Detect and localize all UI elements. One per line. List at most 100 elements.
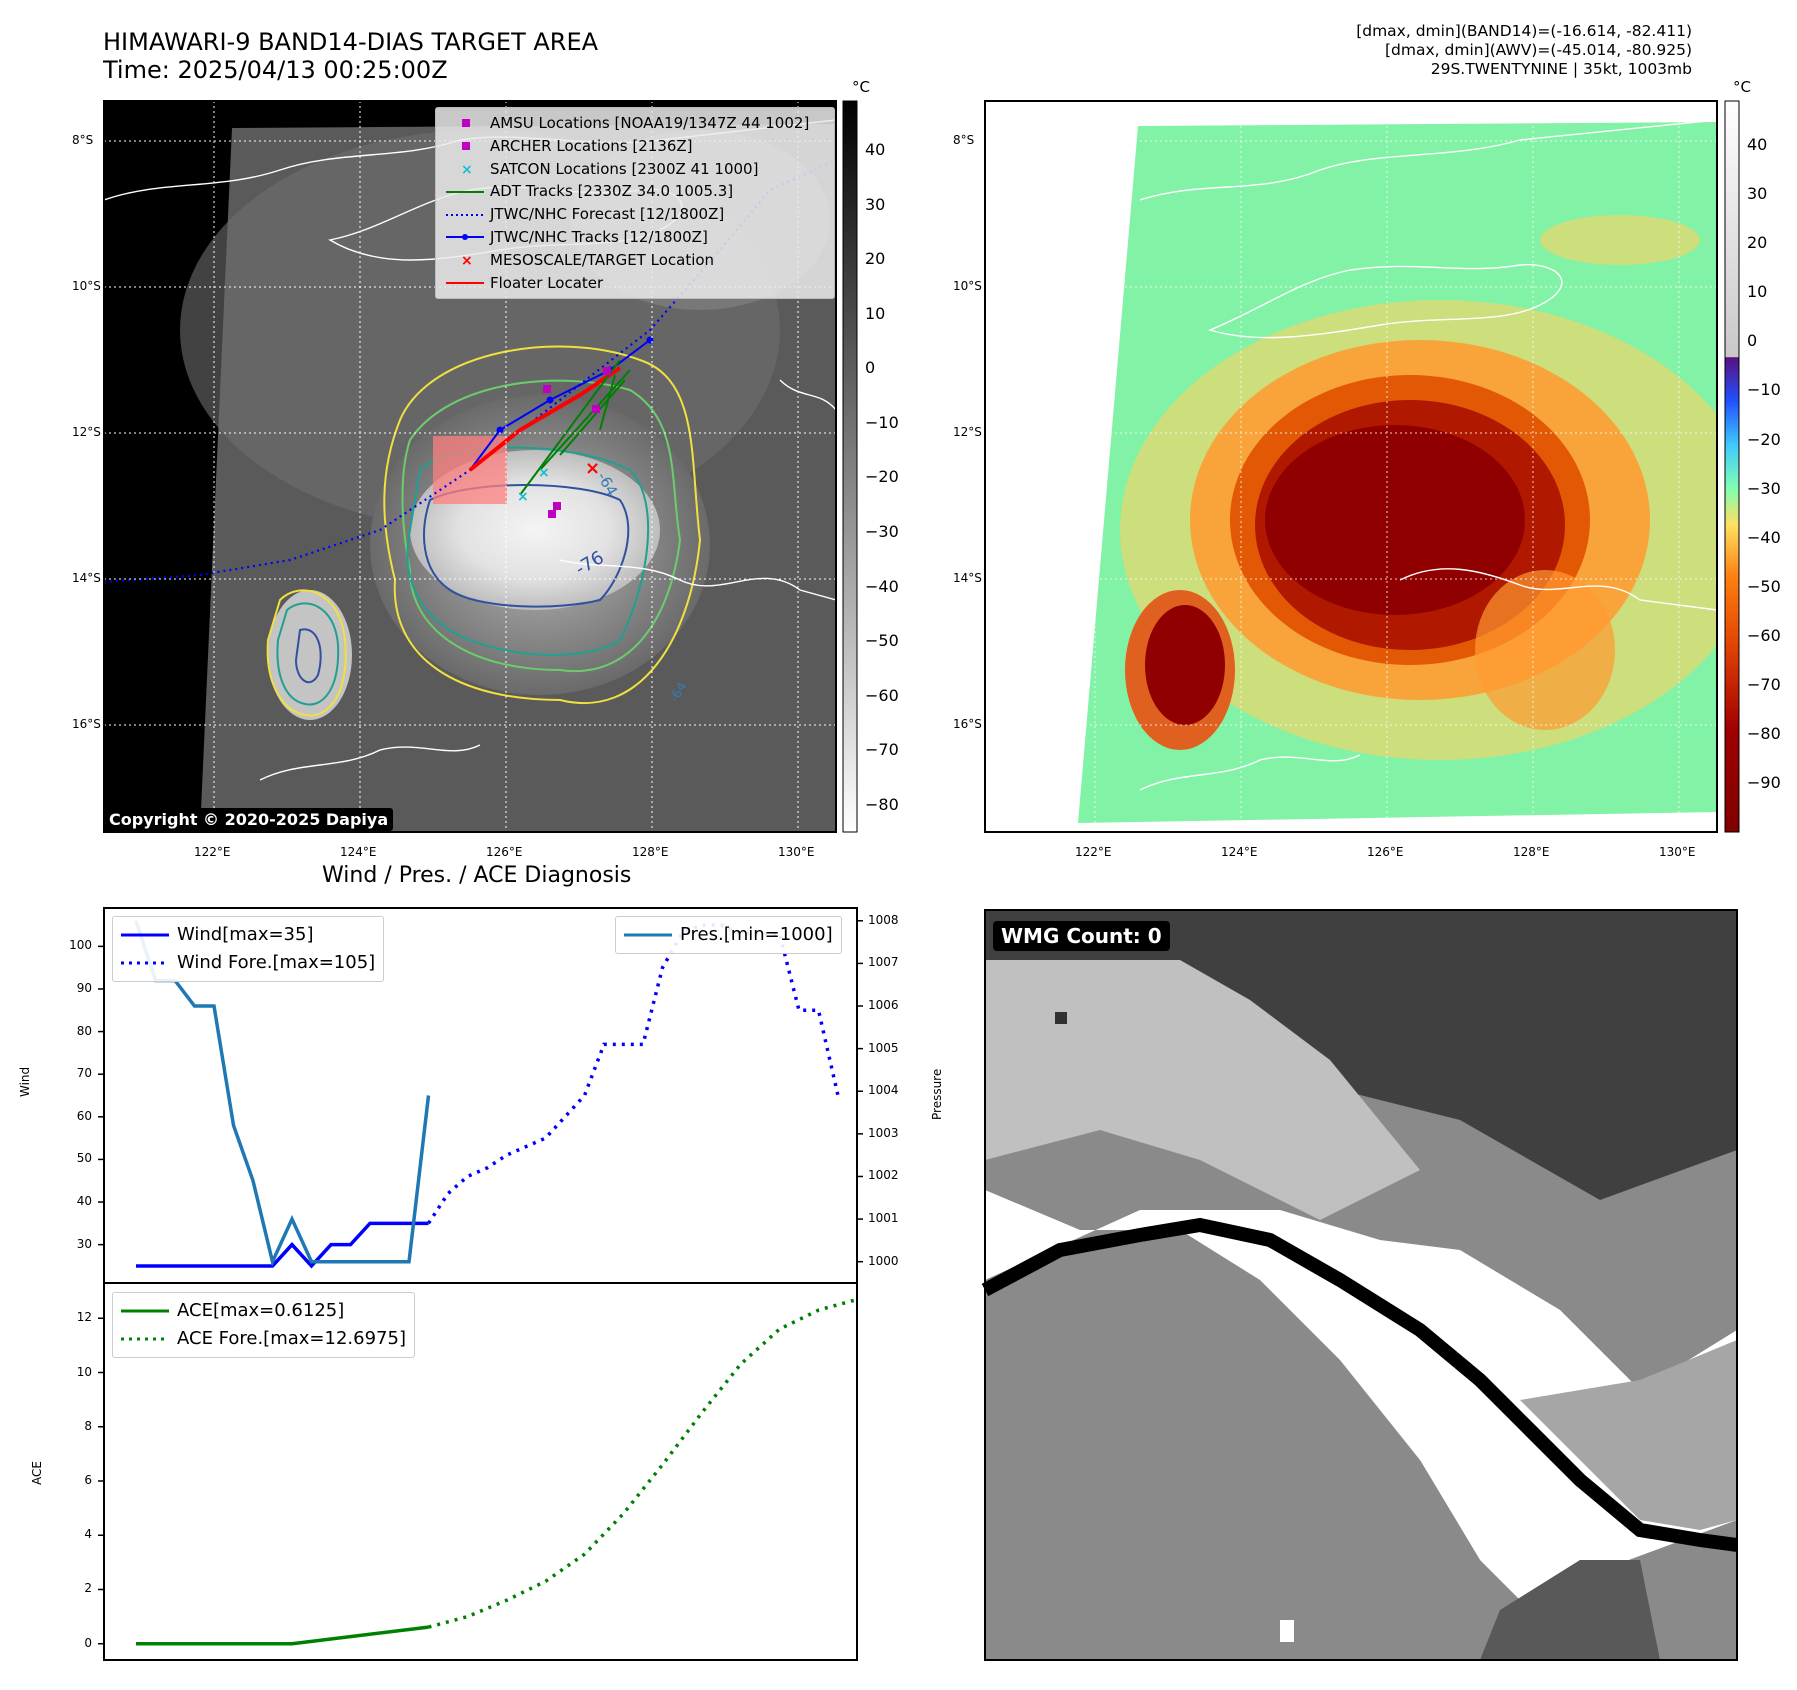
lon-label: 126°E xyxy=(486,845,523,859)
contour-label-64: -64 xyxy=(593,468,622,500)
colorbar-tick: −40 xyxy=(865,576,899,596)
ace-line xyxy=(136,1625,429,1646)
colorbar-tick: 40 xyxy=(865,140,886,160)
wind-legend-label: Wind[max=35] xyxy=(177,924,314,945)
colorbar-tick: −70 xyxy=(865,740,899,760)
ace-tick-label: 4 xyxy=(84,1527,92,1542)
colorbar-tick: −10 xyxy=(1747,380,1781,400)
pressure-tick-label: 1002 xyxy=(868,1168,899,1183)
pressure-tick-label: 1003 xyxy=(868,1125,899,1140)
wind-ylabel: Wind xyxy=(18,1066,32,1097)
lat-label: 8°S xyxy=(72,133,94,147)
colorbar-tick: −30 xyxy=(865,521,899,541)
cyclone-cloud-mass xyxy=(370,395,710,695)
map1-legend: AMSU Locations [NOAA19/1347Z 44 1002] ARC… xyxy=(435,107,835,300)
coastline-2 xyxy=(1139,119,1717,201)
legend-row: Floater Locater xyxy=(444,272,826,295)
colorbar-tick: 10 xyxy=(865,303,886,323)
colorbar-tick: 10 xyxy=(1747,282,1768,302)
legend-label: JTWC/NHC Forecast [12/1800Z] xyxy=(490,205,725,224)
pressure-tick-label: 1001 xyxy=(868,1211,899,1226)
ace-tick-label: 6 xyxy=(84,1472,92,1487)
wind-fore-legend-label: Wind Fore.[max=105] xyxy=(177,952,376,973)
colorbar-tick: −50 xyxy=(1747,576,1781,596)
figure-time: Time: 2025/04/13 00:25:00Z xyxy=(103,56,448,84)
pres-legend-label: Pres.[min=1000] xyxy=(680,924,833,945)
legend-symbol-icon xyxy=(444,276,490,290)
colorbar-tick: −80 xyxy=(865,794,899,814)
wind-tick-label: 80 xyxy=(76,1023,92,1038)
colorbar-tick: 30 xyxy=(1747,184,1768,204)
wind-tick-label: 90 xyxy=(76,980,92,995)
colorbar-tick: 40 xyxy=(1747,135,1768,155)
lon-label: 130°E xyxy=(778,845,815,859)
legend-row: × SATCON Locations [2300Z 41 1000] xyxy=(444,158,826,181)
cold-cloud-top xyxy=(410,450,660,610)
ace-fore-legend-label: ACE Fore.[max=12.6975] xyxy=(177,1328,406,1349)
ace-tick-label: 8 xyxy=(84,1418,92,1433)
colorbar-tick: −80 xyxy=(1747,723,1781,743)
pressure-tick-label: 1007 xyxy=(868,955,899,970)
pressure-ylabel: Pressure xyxy=(930,1068,944,1120)
pressure-tick-label: 1005 xyxy=(868,1040,899,1055)
colorbar-tick: −60 xyxy=(865,685,899,705)
copyright-badge: Copyright © 2020-2025 Dapiya xyxy=(104,808,394,831)
awv-range: [dmax, dmin](AWV)=(-45.014, -80.925) xyxy=(1385,41,1692,59)
jtwc-track xyxy=(469,339,651,471)
legend-label: Floater Locater xyxy=(490,273,604,292)
legend-label: ADT Tracks [2330Z 34.0 1005.3] xyxy=(490,182,734,201)
lon-label: 122°E xyxy=(1075,845,1112,859)
lat-label: 16°S xyxy=(953,717,982,731)
colorbar-tick: −60 xyxy=(1747,625,1781,645)
band14-range: [dmax, dmin](BAND14)=(-16.614, -82.411) xyxy=(1356,22,1692,40)
colorbar-ir xyxy=(842,100,858,833)
lat-label: 14°S xyxy=(953,571,982,585)
legend-symbol-icon: × xyxy=(444,162,490,176)
lat-label: 10°S xyxy=(953,279,982,293)
colorbar-tick: −10 xyxy=(865,412,899,432)
colorbar-tick: −70 xyxy=(1747,674,1781,694)
ace-legend-label: ACE[max=0.6125] xyxy=(177,1300,345,1321)
ace-tick-label: 12 xyxy=(76,1310,92,1325)
pres-legend: Pres.[min=1000] xyxy=(615,916,842,954)
colorbar1-unit: °C xyxy=(852,78,870,96)
legend-row: ARCHER Locations [2136Z] xyxy=(444,135,826,158)
lon-label: 128°E xyxy=(632,845,669,859)
contour-label-64b: -64 xyxy=(666,679,691,706)
lat-label: 12°S xyxy=(953,425,982,439)
wmg-count-badge: WMG Count: 0 xyxy=(993,921,1170,951)
pressure-tick-label: 1004 xyxy=(868,1083,899,1098)
legend-symbol-icon xyxy=(444,185,490,199)
legend-label: SATCON Locations [2300Z 41 1000] xyxy=(490,159,759,178)
wind-tick-label: 50 xyxy=(76,1151,92,1166)
wind-tick-label: 100 xyxy=(69,938,92,953)
wind-legend: Wind[max=35] Wind Fore.[max=105] xyxy=(112,916,385,982)
satellite-swath-2 xyxy=(1078,122,1717,823)
ace-forecast-line xyxy=(428,1297,858,1629)
legend-row: AMSU Locations [NOAA19/1347Z 44 1002] xyxy=(444,112,826,135)
colorbar-tick: −20 xyxy=(865,467,899,487)
lon-label: 126°E xyxy=(1367,845,1404,859)
wind-forecast-line xyxy=(427,923,840,1225)
svg-text:×: × xyxy=(538,465,550,481)
pressure-tick-label: 1000 xyxy=(868,1253,899,1268)
contour-label-76: -76 xyxy=(571,547,608,580)
contour-blue xyxy=(423,484,630,608)
svg-text:×: × xyxy=(461,253,473,267)
pressure-tick-label: 1006 xyxy=(868,998,899,1012)
wind-line xyxy=(136,1221,429,1269)
colorbar-tick: 20 xyxy=(865,249,886,269)
colorbar-tick: 30 xyxy=(865,194,886,214)
lon-label: 130°E xyxy=(1659,845,1696,859)
legend-symbol-icon xyxy=(444,139,490,153)
svg-text:×: × xyxy=(461,162,473,176)
lon-label: 124°E xyxy=(1221,845,1258,859)
legend-label: MESOSCALE/TARGET Location xyxy=(490,250,715,269)
legend-row: ADT Tracks [2330Z 34.0 1005.3] xyxy=(444,180,826,203)
cold-core xyxy=(1265,425,1525,615)
colorbar-tick: 20 xyxy=(1747,233,1768,253)
legend-symbol-icon: × xyxy=(444,253,490,267)
legend-row: JTWC/NHC Tracks [12/1800Z] xyxy=(444,226,826,249)
colorbar-tick: −40 xyxy=(1747,527,1781,547)
colorbar-tick: −90 xyxy=(1747,772,1781,792)
